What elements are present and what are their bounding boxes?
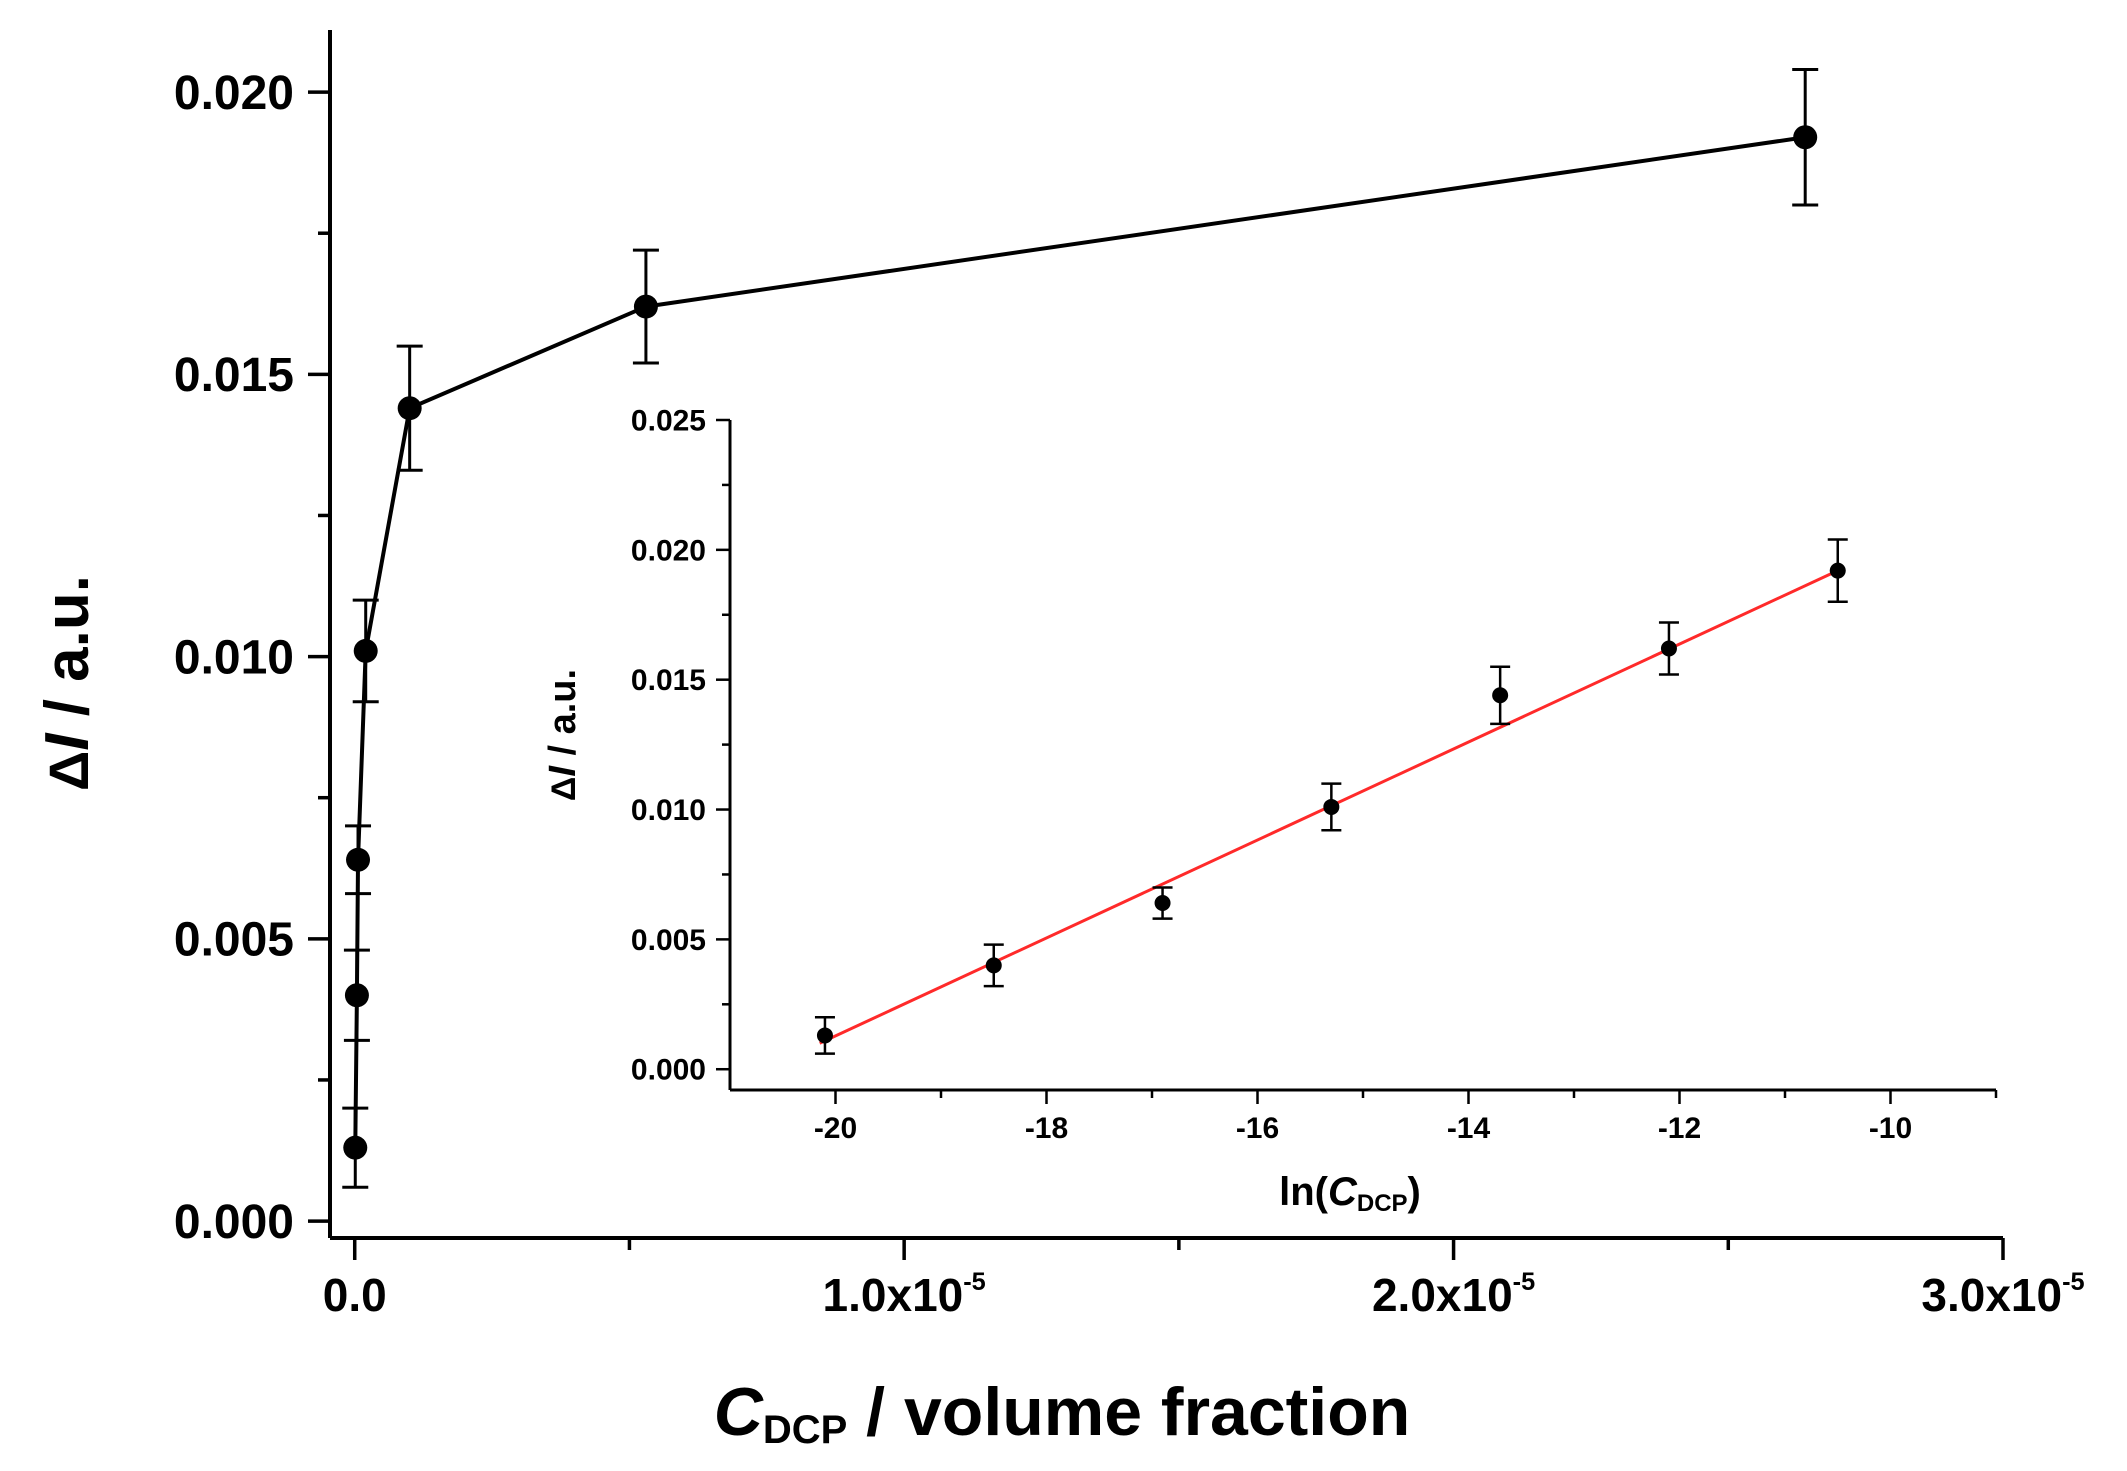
main-data-point	[343, 1135, 368, 1160]
main-x-tick-label: 3.0x10-5	[1921, 1268, 2084, 1321]
inset-data-point	[1323, 798, 1340, 815]
main-data-point	[1793, 125, 1818, 150]
main-data-point	[397, 396, 422, 421]
inset-data-point	[1829, 562, 1846, 579]
main-x-axis-title: CDCP / volume fraction	[714, 1374, 1411, 1452]
inset-series	[814, 538, 1848, 1055]
main-data-point	[344, 983, 369, 1008]
inset-axes	[716, 418, 1998, 1104]
main-x-tick-label: 1.0x10-5	[823, 1268, 986, 1321]
inset-y-tick-label: 0.000	[631, 1054, 706, 1087]
main-series	[342, 68, 1819, 1189]
inset-x-tick-label: -16	[1236, 1112, 1279, 1145]
main-data-point	[346, 847, 371, 872]
inset-data-point	[985, 957, 1002, 974]
inset-x-tick-label: -18	[1025, 1112, 1068, 1145]
inset-x-axis-title: ln(CDCP)	[1279, 1170, 1421, 1217]
inset-y-tick-label: 0.025	[631, 405, 706, 438]
main-data-point	[353, 638, 378, 663]
inset-data-point	[1660, 640, 1677, 657]
main-x-tick-label: 0.0	[323, 1269, 387, 1321]
inset-y-axis-title: ΔI / a.u.	[542, 669, 584, 801]
main-data-point	[633, 294, 658, 319]
inset-x-tick-label: -10	[1869, 1112, 1912, 1145]
main-y-tick-label: 0.005	[174, 914, 294, 967]
main-y-tick-label: 0.000	[174, 1196, 294, 1249]
main-y-tick-label: 0.015	[174, 349, 294, 402]
inset-data-point	[1154, 895, 1171, 912]
main-y-tick-label: 0.020	[174, 67, 294, 120]
inset-x-tick-label: -12	[1658, 1112, 1701, 1145]
main-y-axis-title: ΔI / a.u.	[33, 575, 102, 791]
inset-background	[700, 410, 2010, 1210]
inset-data-point	[816, 1027, 833, 1044]
main-y-tick-label: 0.010	[174, 631, 294, 684]
inset-y-tick-label: 0.005	[631, 924, 706, 957]
main-axes	[308, 30, 2005, 1260]
inset-y-tick-label: 0.020	[631, 534, 706, 567]
inset-x-tick-label: -20	[814, 1112, 857, 1145]
inset-tick-labels: 0.000 0.005 0.010 0.015 0.020 0.025 -20 -18 -16 -…	[631, 405, 1912, 1146]
inset-data-point	[1492, 687, 1509, 704]
main-x-tick-label: 2.0x10-5	[1372, 1268, 1535, 1321]
inset-y-tick-label: 0.015	[631, 664, 706, 697]
main-tick-labels: 0.000 0.005 0.010 0.015 0.020 0.0 1.0x10-5 2.0x…	[174, 67, 2085, 1321]
inset-y-tick-label: 0.010	[631, 794, 706, 827]
inset-x-tick-label: -14	[1447, 1112, 1491, 1145]
